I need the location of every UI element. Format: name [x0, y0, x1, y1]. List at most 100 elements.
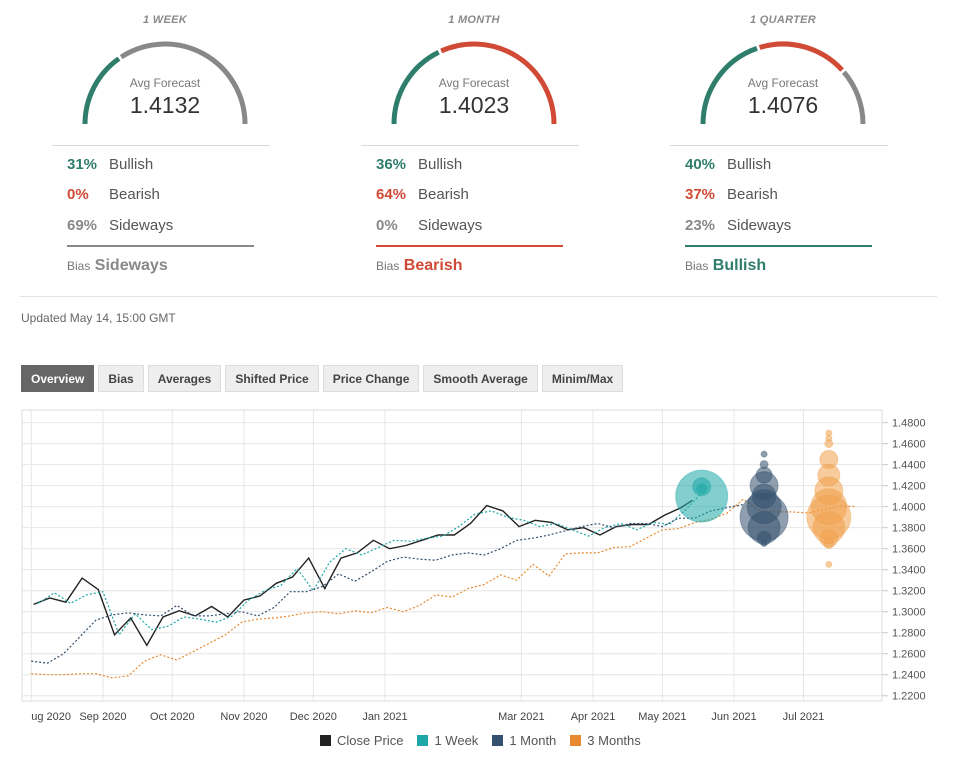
sideways-row: 23% Sideways [685, 217, 791, 234]
gauge-segment-bullish [391, 49, 440, 125]
legend-close-price[interactable]: Close Price [320, 733, 403, 748]
sideways-label: Sideways [727, 217, 792, 234]
tab-averages[interactable]: Averages [147, 365, 222, 392]
sideways-pct: 0% [376, 217, 398, 234]
bias-label: Bias [67, 259, 91, 273]
bias-label: Bias [685, 259, 709, 273]
gauge-divider [670, 145, 888, 146]
x-tick-label: Dec 2020 [290, 711, 337, 723]
gauge-arc [391, 41, 557, 125]
sideways-pct: 23% [685, 217, 716, 234]
x-tick-label: ug 2020 [31, 711, 71, 723]
y-tick-label: 1.3400 [892, 565, 926, 577]
gauge-divider [52, 145, 270, 146]
bearish-row: 37% Bearish [685, 186, 778, 203]
gauge-segment-sideways [841, 70, 866, 125]
gauge-label: Avg Forecast [129, 76, 201, 90]
series-line-1-week [37, 492, 703, 637]
legend-label: 1 Week [434, 733, 479, 748]
bearish-pct: 37% [685, 186, 716, 203]
y-tick-label: 1.2400 [892, 670, 926, 682]
gauge-period: 1 MONTH [448, 14, 500, 26]
gauge-period: 1 WEEK [143, 14, 187, 26]
bullish-row: 36% Bullish [376, 156, 462, 173]
forecast-bubble-3-months [824, 439, 834, 449]
x-tick-label: Sep 2020 [79, 711, 126, 723]
legend-swatch [320, 735, 331, 746]
bias-value: Sideways [94, 257, 168, 274]
chart-legend: Close Price 1 Week 1 Month 3 Months [320, 733, 641, 748]
gauge-segment-sideways [119, 41, 248, 125]
legend-label: Close Price [337, 733, 404, 748]
gauge-value: 1.4132 [129, 92, 201, 118]
bias-label: Bias [376, 259, 400, 273]
gauge-arc [82, 41, 248, 125]
bearish-label: Bearish [109, 186, 160, 203]
forecast-bubble-1-month [760, 539, 768, 547]
forecast-chart: 1.4800 1.4600 1.4400 1.4200 1.4000 1.3800 1.36… [21, 409, 926, 723]
legend-label: 1 Month [509, 733, 557, 748]
gauge-divider [361, 145, 579, 146]
y-tick-label: 1.4400 [892, 460, 926, 472]
series-line-3-months [31, 498, 857, 679]
x-tick-label: Jan 2021 [362, 711, 407, 723]
legend-swatch [570, 735, 582, 746]
sideways-row: 69% Sideways [67, 217, 173, 234]
sideways-pct: 69% [67, 217, 98, 234]
bias-line [685, 245, 872, 247]
bullish-row: 40% Bullish [685, 156, 771, 173]
sideways-label: Sideways [418, 217, 483, 234]
y-tick-label: 1.4600 [892, 439, 926, 451]
y-tick-label: 1.4200 [892, 481, 926, 493]
sideways-label: Sideways [109, 217, 174, 234]
bullish-label: Bullish [109, 156, 154, 173]
gauge-label: Avg Forecast [438, 76, 510, 90]
gauge-period: 1 QUARTER [749, 14, 817, 26]
gauge-segment-bullish [700, 45, 758, 125]
y-tick-label: 1.3600 [892, 544, 926, 556]
gauge-segment-bullish [82, 56, 121, 125]
y-tick-label: 1.3000 [892, 607, 926, 619]
sideways-row: 0% Sideways [376, 217, 482, 234]
bullish-pct: 31% [67, 156, 98, 173]
tab-minim-max[interactable]: Minim/Max [541, 365, 624, 392]
bias-row: Bias Bullish [685, 257, 766, 275]
gauge-label: Avg Forecast [747, 76, 819, 90]
tab-overview[interactable]: Overview [21, 365, 95, 392]
bearish-label: Bearish [418, 186, 469, 203]
series-line-1-month [31, 503, 744, 664]
y-tick-label: 1.4800 [892, 418, 926, 430]
y-tick-label: 1.4000 [892, 502, 926, 514]
gauge-segment-bearish [758, 41, 844, 72]
y-tick-label: 1.3200 [892, 586, 926, 598]
legend-1-week[interactable]: 1 Week [417, 733, 478, 748]
legend-1-month[interactable]: 1 Month [492, 733, 556, 748]
bearish-row: 64% Bearish [376, 186, 469, 203]
bullish-pct: 40% [685, 156, 716, 173]
tab-bias[interactable]: Bias [98, 365, 144, 392]
forecast-bubble-1-week [696, 483, 708, 495]
x-tick-label: Jul 2021 [783, 711, 825, 723]
forecast-bubble-3-months [823, 537, 835, 549]
gauge-value: 1.4023 [438, 92, 510, 118]
y-tick-label: 1.3800 [892, 523, 926, 535]
legend-3-months[interactable]: 3 Months [570, 733, 641, 748]
x-tick-label: Apr 2021 [571, 711, 616, 723]
bearish-pct: 0% [67, 186, 89, 203]
bias-value: Bullish [712, 257, 767, 274]
chart-tabs: Overview Bias Averages Shifted Price Pri… [21, 365, 624, 392]
tab-shifted-price[interactable]: Shifted Price [225, 365, 319, 392]
bias-value: Bearish [403, 257, 463, 274]
plot-area [21, 409, 883, 702]
x-tick-label: May 2021 [638, 711, 686, 723]
legend-swatch [417, 735, 429, 746]
tab-smooth-average[interactable]: Smooth Average [423, 365, 538, 392]
bullish-label: Bullish [418, 156, 463, 173]
legend-label: 3 Months [587, 733, 641, 748]
bullish-row: 31% Bullish [67, 156, 153, 173]
gauge-arc [700, 41, 866, 125]
gauge-value: 1.4076 [747, 92, 819, 118]
x-tick-label: Oct 2020 [150, 711, 195, 723]
updated-timestamp: Updated May 14, 15:00 GMT [21, 311, 176, 325]
tab-price-change[interactable]: Price Change [322, 365, 420, 392]
